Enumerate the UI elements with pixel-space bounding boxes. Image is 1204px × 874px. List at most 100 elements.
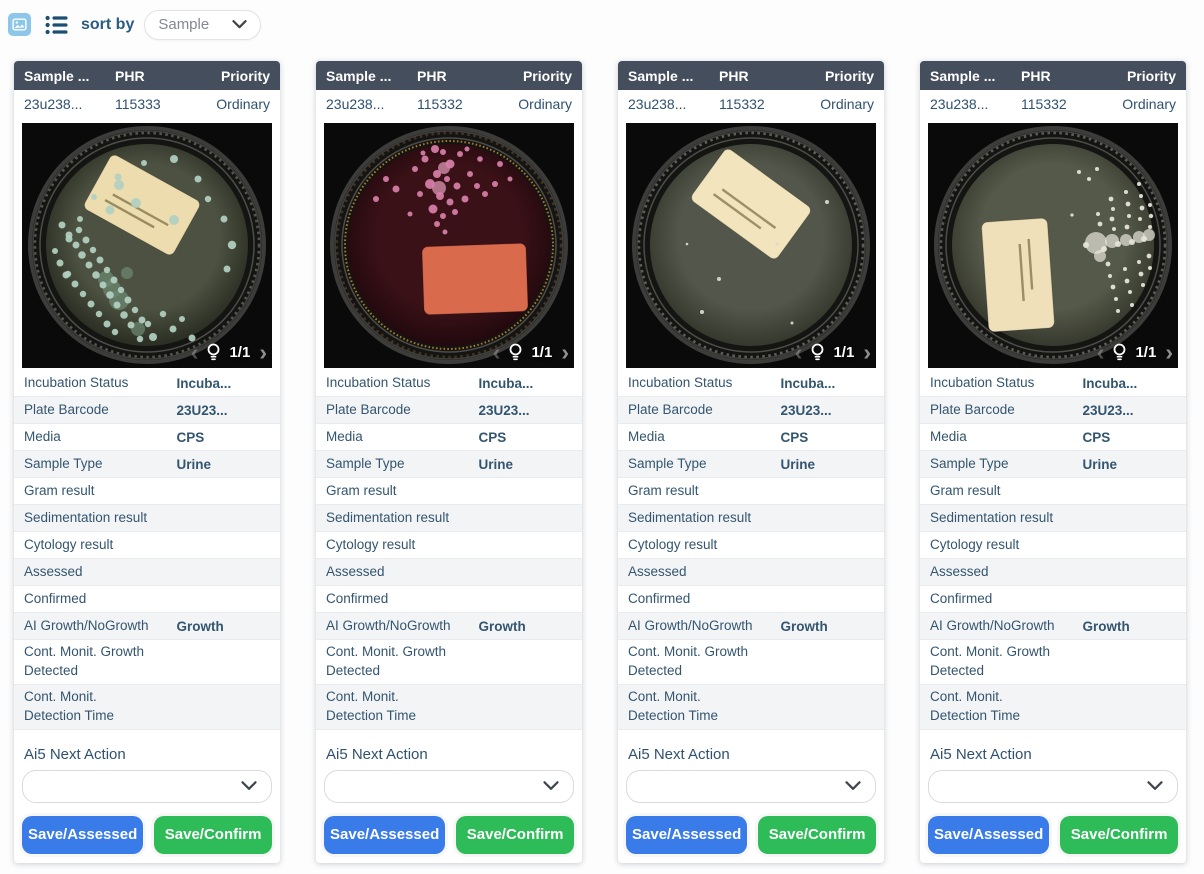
bulb-icon [812, 343, 824, 361]
chevron-down-icon [543, 781, 559, 790]
table-row: Plate Barcode 23U23... [618, 397, 884, 424]
image-view-button[interactable] [8, 13, 31, 36]
sort-select[interactable]: Sample [144, 9, 262, 40]
save-confirm-button[interactable]: Save/Confirm [758, 815, 876, 854]
prev-image-icon[interactable]: ‹ [1096, 339, 1105, 365]
detail-row-value: Incuba... [1082, 375, 1138, 391]
detail-row-value: Urine [176, 456, 212, 472]
priority-value: Ordinary [216, 95, 270, 112]
table-row: Sedimentation result [618, 505, 884, 532]
plate-photo[interactable]: ‹ 1/1 › [22, 123, 272, 368]
plate-photo[interactable]: ‹ 1/1 › [626, 123, 876, 368]
detail-row-label: Gram result [930, 482, 1001, 498]
next-image-icon[interactable]: › [561, 339, 569, 365]
detail-row-label: AI Growth/NoGrowth [24, 617, 149, 633]
card-header: Sample ... PHR Priority [618, 61, 884, 90]
image-overlay: ‹ 1/1 › [794, 339, 871, 365]
table-row: Cont. Monit. Detection Time [920, 684, 1186, 730]
cards-row: Sample ... PHR Priority 23u238... 115333… [0, 40, 1204, 863]
save-assessed-button[interactable]: Save/Assessed [22, 815, 144, 854]
detail-table: Incubation Status Incuba... Plate Barcode 2… [14, 370, 280, 730]
table-row: Assessed [920, 559, 1186, 586]
save-confirm-button[interactable]: Save/Confirm [1060, 815, 1178, 854]
next-action-label: Ai5 Next Action [628, 745, 730, 763]
detail-row-label: Cont. Monit. Growth Detected [628, 644, 749, 678]
bulb-icon [510, 343, 522, 361]
next-action-section: Ai5 Next Action [316, 746, 582, 803]
next-action-label: Ai5 Next Action [24, 745, 126, 763]
table-row: Incubation Status Incuba... [14, 370, 280, 397]
save-assessed-button[interactable]: Save/Assessed [928, 815, 1050, 854]
table-row: Media CPS [920, 424, 1186, 451]
list-view-button[interactable] [45, 14, 69, 36]
detail-row-label: Assessed [628, 563, 687, 579]
next-action-select[interactable] [928, 769, 1178, 803]
priority-value: Ordinary [1122, 95, 1176, 112]
save-assessed-button[interactable]: Save/Assessed [626, 815, 748, 854]
image-counter: 1/1 [229, 343, 251, 361]
detail-row-value: Incuba... [478, 375, 534, 391]
next-image-icon[interactable]: › [1165, 339, 1173, 365]
detail-table: Incubation Status Incuba... Plate Barcode 2… [920, 370, 1186, 730]
prev-image-icon[interactable]: ‹ [190, 339, 199, 365]
detail-row-label: Assessed [326, 563, 385, 579]
prev-image-icon[interactable]: ‹ [794, 339, 803, 365]
detail-row-label: Cont. Monit. Detection Time [326, 688, 417, 723]
sample-id: 23u238... [24, 95, 83, 112]
table-row: Gram result [618, 478, 884, 505]
column-phr: PHR [719, 67, 749, 84]
prev-image-icon[interactable]: ‹ [492, 339, 501, 365]
detail-row-label: Gram result [326, 482, 397, 498]
table-row: Sample Type Urine [618, 451, 884, 478]
sort-by-label: sort by [81, 15, 135, 33]
table-row: Sedimentation result [316, 505, 582, 532]
next-action-section: Ai5 Next Action [920, 746, 1186, 803]
detail-row-value: CPS [780, 429, 809, 445]
image-counter: 1/1 [833, 343, 855, 361]
action-buttons: Save/Assessed Save/Confirm [626, 815, 876, 854]
detail-row-label: AI Growth/NoGrowth [628, 617, 753, 633]
detail-row-label: Sample Type [628, 455, 707, 471]
next-image-icon[interactable]: › [259, 339, 267, 365]
detail-row-value: Growth [1082, 618, 1130, 634]
sample-card: Sample ... PHR Priority 23u238... 115332… [316, 61, 582, 863]
table-row: Plate Barcode 23U23... [14, 397, 280, 424]
detail-row-value: Incuba... [780, 375, 836, 391]
image-counter: 1/1 [531, 343, 553, 361]
save-confirm-button[interactable]: Save/Confirm [456, 815, 574, 854]
column-priority: Priority [522, 67, 572, 84]
table-row: Cont. Monit. Detection Time [618, 684, 884, 730]
priority-value: Ordinary [518, 95, 572, 112]
plate-photo[interactable]: ‹ 1/1 › [928, 123, 1178, 368]
next-image-icon[interactable]: › [863, 339, 871, 365]
detail-row-label: Incubation Status [930, 374, 1035, 390]
table-row: Sample Type Urine [316, 451, 582, 478]
plate-photo[interactable]: ‹ 1/1 › [324, 123, 574, 368]
table-row: Cytology result [920, 532, 1186, 559]
table-row: Sedimentation result [14, 505, 280, 532]
column-sample: Sample ... [24, 67, 90, 84]
detail-row-label: Assessed [930, 563, 989, 579]
sample-card: Sample ... PHR Priority 23u238... 115333… [14, 61, 280, 863]
table-row: Assessed [618, 559, 884, 586]
phr-value: 115332 [1021, 95, 1067, 112]
detail-row-value: 23U23... [1082, 402, 1134, 418]
column-phr: PHR [1021, 67, 1051, 84]
table-row: Incubation Status Incuba... [316, 370, 582, 397]
detail-row-label: Sample Type [326, 455, 405, 471]
petri-dish-image [324, 123, 574, 368]
next-action-select[interactable] [626, 769, 876, 803]
next-action-select[interactable] [324, 769, 574, 803]
save-assessed-button[interactable]: Save/Assessed [324, 815, 446, 854]
table-row: AI Growth/NoGrowth Growth [618, 613, 884, 640]
detail-row-label: Cont. Monit. Detection Time [628, 688, 719, 723]
save-confirm-button[interactable]: Save/Confirm [154, 815, 272, 854]
next-action-select[interactable] [22, 769, 272, 803]
detail-row-label: Plate Barcode [930, 401, 1015, 417]
table-row: Assessed [316, 559, 582, 586]
detail-row-value: Growth [176, 618, 224, 634]
column-priority: Priority [1126, 67, 1176, 84]
image-overlay: ‹ 1/1 › [190, 339, 267, 365]
image-icon [12, 18, 27, 31]
column-priority: Priority [220, 67, 270, 84]
